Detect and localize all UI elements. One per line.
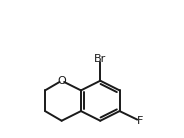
- Text: Br: Br: [94, 54, 106, 64]
- Text: O: O: [57, 76, 66, 86]
- Text: F: F: [136, 116, 143, 126]
